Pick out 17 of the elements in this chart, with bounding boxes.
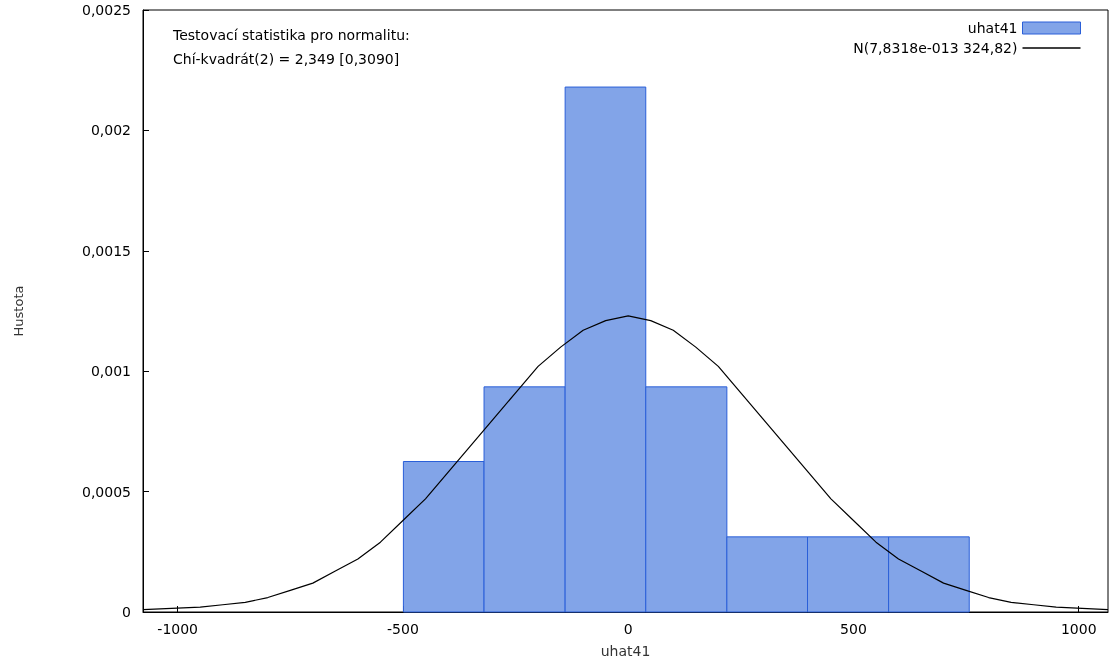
y-axis-title: Hustota <box>11 285 26 337</box>
x-axis-title: uhat41 <box>600 643 651 659</box>
y-tick-label: 0,0025 <box>82 2 131 18</box>
x-tick-label: 1000 <box>1060 621 1097 637</box>
x-tick-label: 0 <box>623 621 633 637</box>
legend-label: N(7,8318e-013 324,82) <box>853 40 1018 56</box>
y-tick-label: 0,001 <box>90 363 131 380</box>
y-tick-label: 0,0005 <box>82 483 131 500</box>
y-tick-label: 0 <box>122 604 131 620</box>
y-tick-label: 0,0015 <box>82 242 131 259</box>
x-tick-label: 500 <box>840 621 867 637</box>
annotation: Testovací statistika pro normalitu: <box>172 27 410 43</box>
annotation: Chí-kvadrát(2) = 2,349 [0,3090] <box>173 51 400 67</box>
x-tick-label: -1000 <box>157 621 199 637</box>
legend-label: uhat41 <box>967 20 1018 36</box>
y-tick-label: 0,002 <box>90 122 131 139</box>
x-tick-label: -500 <box>387 621 419 637</box>
